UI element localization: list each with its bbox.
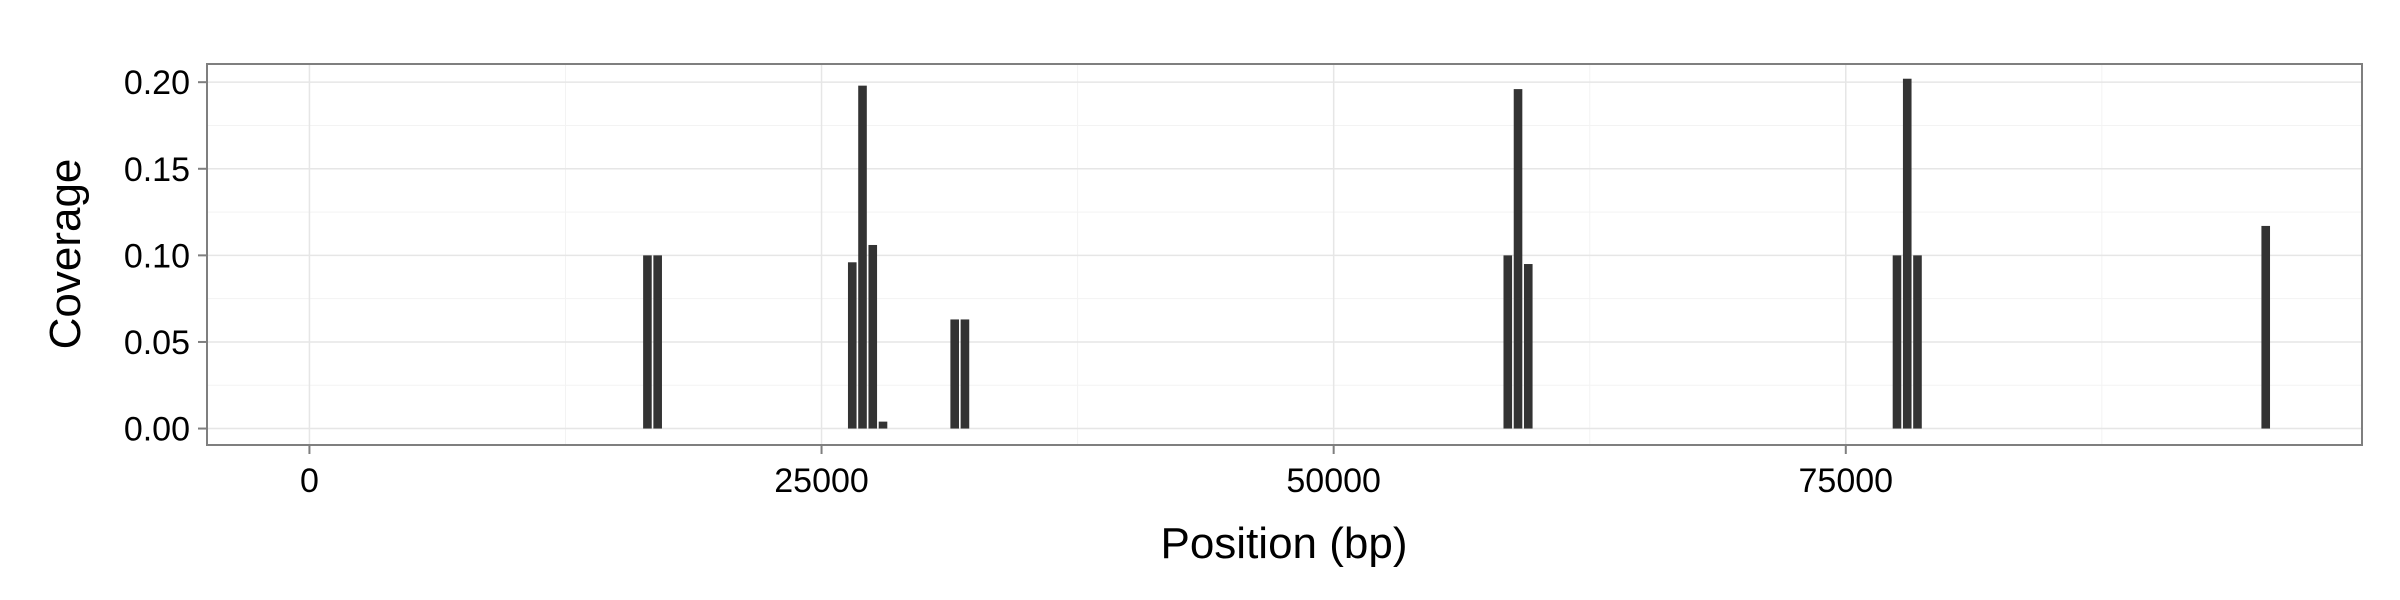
data-bar bbox=[878, 421, 888, 429]
data-bar bbox=[1523, 264, 1533, 429]
data-bar bbox=[643, 255, 652, 429]
major-grid bbox=[207, 64, 2362, 445]
plot-panel bbox=[207, 64, 2362, 445]
data-bar bbox=[858, 85, 867, 429]
y-tick-label: 0.00 bbox=[124, 411, 190, 449]
data-bar bbox=[1913, 255, 1922, 429]
x-tick-label: 0 bbox=[300, 462, 319, 500]
data-bar bbox=[868, 244, 878, 429]
x-axis-label: Position (bp) bbox=[1160, 519, 1407, 568]
x-tick-label: 50000 bbox=[1286, 462, 1381, 500]
data-bar bbox=[2261, 225, 2271, 429]
data-bar bbox=[653, 255, 662, 429]
data-bar bbox=[1513, 89, 1523, 429]
data-bar bbox=[847, 262, 857, 429]
data-bar bbox=[960, 319, 970, 429]
x-axis: 0 25000 50000 75000 bbox=[300, 445, 1893, 500]
x-tick-label: 75000 bbox=[1799, 462, 1894, 500]
data-bar bbox=[1902, 78, 1912, 429]
minor-grid bbox=[207, 64, 2362, 445]
data-bar bbox=[1503, 255, 1513, 429]
y-axis-label: Coverage bbox=[41, 159, 90, 350]
data-bar bbox=[950, 319, 959, 429]
bar-series bbox=[643, 78, 2271, 429]
data-bar bbox=[1892, 255, 1902, 429]
y-tick-label: 0.05 bbox=[124, 324, 190, 362]
y-axis: 0.00 0.05 0.10 0.15 0.20 bbox=[124, 64, 207, 449]
x-tick-label: 25000 bbox=[774, 462, 869, 500]
y-tick-label: 0.10 bbox=[124, 237, 190, 275]
y-tick-label: 0.20 bbox=[124, 64, 190, 102]
y-tick-label: 0.15 bbox=[124, 151, 190, 189]
